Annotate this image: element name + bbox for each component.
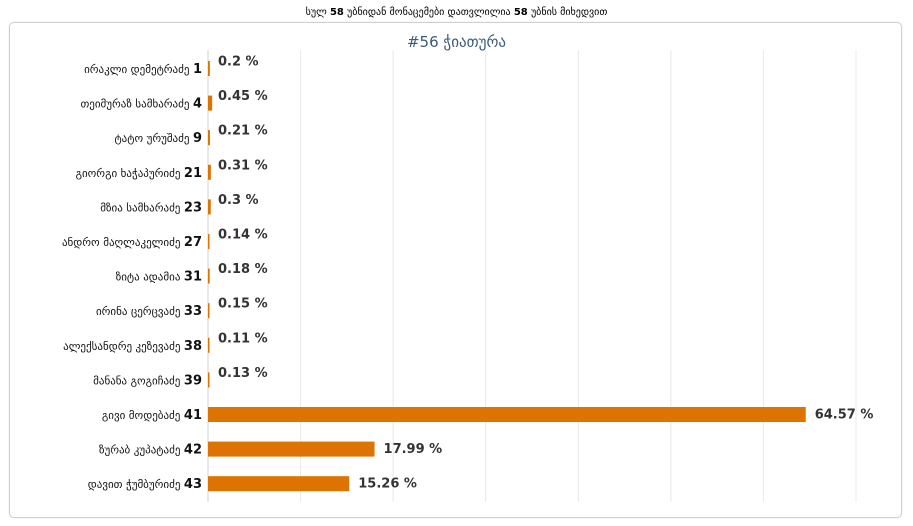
candidate-name: თეიმურაზ სამხარაძე <box>80 98 193 111</box>
bar[interactable] <box>208 234 210 249</box>
candidate-name: ტატო ურუშაძე <box>114 132 192 145</box>
value-label: 0.45 % <box>218 89 268 104</box>
value-label: 0.13 % <box>218 366 268 381</box>
category-label: ალექსანდრე კეზევაძე 38 <box>63 339 202 354</box>
value-label: 0.15 % <box>218 297 268 312</box>
bar[interactable] <box>208 130 210 146</box>
candidate-number: 38 <box>184 339 202 354</box>
category-label: დავით ჭუმბურიძე 43 <box>88 477 202 492</box>
candidate-number: 27 <box>184 235 202 250</box>
candidate-number: 9 <box>193 131 202 146</box>
candidate-name: გიორგი ხაჭაპურიძე <box>76 167 184 180</box>
bar[interactable] <box>208 61 210 76</box>
value-labels: 0.2 % 0.45 % 0.21 % 0.31 % 0.3 % 0.14 % 0.18 %… <box>218 55 873 492</box>
category-label: მზია სამხარაძე 23 <box>100 200 202 215</box>
category-labels: ირაკლი დემეტრაძე 1 თეიმურაზ სამხარაძე 4 ტა… <box>62 62 202 492</box>
grid-lines <box>300 50 857 502</box>
candidate-name: დავით ჭუმბურიძე <box>88 478 184 491</box>
candidate-number: 23 <box>184 200 202 215</box>
candidate-name: ზურაბ კუპატაძე <box>99 444 184 457</box>
category-label: თეიმურაზ სამხარაძე 4 <box>80 97 202 112</box>
bar[interactable] <box>208 372 210 388</box>
bar[interactable] <box>208 199 211 215</box>
candidate-number: 41 <box>184 408 202 423</box>
bar[interactable] <box>208 95 213 111</box>
category-label: ტატო ურუშაძე 9 <box>114 131 202 146</box>
bar[interactable] <box>208 337 210 353</box>
category-label: გივი მოდებაძე 41 <box>102 408 202 423</box>
candidate-name: მანანა გოგიჩაძე <box>93 374 184 387</box>
category-label: ირინა ცერცვაძე 33 <box>96 304 202 319</box>
value-label: 0.3 % <box>218 193 259 208</box>
bar[interactable] <box>208 303 210 319</box>
category-label: ზურაბ კუპატაძე 42 <box>99 443 202 458</box>
status-middle: უბნიდან მონაცემები დათვლილია <box>347 7 511 18</box>
category-label: ანდრო მაღლაკელიძე 27 <box>62 235 202 250</box>
candidate-number: 42 <box>184 443 202 458</box>
candidate-name: ანდრო მაღლაკელიძე <box>62 236 184 249</box>
value-label: 0.18 % <box>218 262 268 277</box>
value-label: 64.57 % <box>815 408 874 423</box>
bar[interactable] <box>208 268 210 284</box>
category-label: ზიტა ადამია 31 <box>116 270 202 285</box>
candidate-number: 1 <box>193 62 202 77</box>
candidate-name: გივი მოდებაძე <box>102 409 184 422</box>
candidate-name: ირინა ცერცვაძე <box>96 305 184 318</box>
status-total: 58 <box>513 7 528 18</box>
bar[interactable] <box>208 441 375 457</box>
candidate-number: 4 <box>193 97 202 112</box>
value-label: 0.31 % <box>218 158 268 173</box>
bar[interactable] <box>208 164 211 180</box>
status-counted: 58 <box>329 7 344 18</box>
status-prefix: სულ <box>305 7 327 18</box>
bar[interactable] <box>208 407 806 422</box>
value-label: 0.2 % <box>218 55 259 70</box>
candidate-name: ირაკლი დემეტრაძე <box>84 63 193 76</box>
chart-panel <box>9 22 902 518</box>
value-label: 15.26 % <box>358 477 417 492</box>
candidate-number: 33 <box>184 304 202 319</box>
category-label: გიორგი ხაჭაპურიძე 21 <box>76 166 202 181</box>
category-label: მანანა გოგიჩაძე 39 <box>93 373 202 388</box>
value-label: 17.99 % <box>384 442 443 457</box>
bars <box>208 61 806 492</box>
category-label: ირაკლი დემეტრაძე 1 <box>84 62 202 77</box>
value-label: 0.11 % <box>218 331 268 346</box>
bar[interactable] <box>208 476 350 492</box>
candidate-number: 21 <box>184 166 202 181</box>
chart-title: #56 ჭიათურა <box>406 33 506 51</box>
candidate-number: 31 <box>184 270 202 285</box>
candidate-number: 39 <box>184 373 202 388</box>
candidate-name: ზიტა ადამია <box>116 271 184 284</box>
counting-status: სულ 58 უბნიდან მონაცემები დათვლილია 58 უ… <box>0 7 913 18</box>
candidate-name: ალექსანდრე კეზევაძე <box>63 340 184 353</box>
candidate-name: მზია სამხარაძე <box>100 201 184 214</box>
candidate-number: 43 <box>184 477 202 492</box>
value-label: 0.14 % <box>218 228 268 243</box>
status-suffix: უბნის მიხედვით <box>530 7 608 18</box>
value-label: 0.21 % <box>218 124 268 139</box>
